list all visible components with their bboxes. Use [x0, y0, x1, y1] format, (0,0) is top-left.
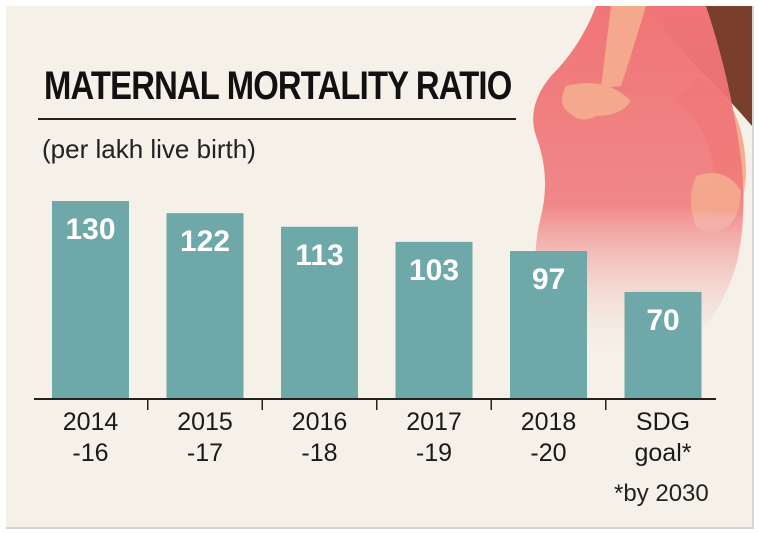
chart-title: MATERNAL MORTALITY RATIO — [44, 64, 512, 108]
x-tick-label: -16 — [72, 439, 108, 467]
x-tick-label: 2015 — [177, 408, 233, 436]
x-tick-label: goal* — [635, 439, 692, 467]
bar-plot-area: 130 2014 -16 122 2015 -17 113 2016 -18 103 2017 -19… — [34, 201, 716, 467]
x-tick-label: -17 — [187, 439, 223, 467]
bar-value-label: 97 — [532, 263, 565, 296]
title-underline — [38, 118, 516, 120]
bar-1 — [166, 213, 244, 398]
chart-panel: MATERNAL MORTALITY RATIO (per lakh live … — [6, 6, 754, 529]
x-tick-label: -18 — [301, 439, 337, 467]
x-tick-label: -20 — [530, 439, 566, 467]
x-tick-label: 2018 — [521, 408, 577, 436]
bar-2 — [281, 226, 358, 398]
chart-footnote: *by 2030 — [614, 480, 709, 507]
x-tick-label: SDG — [636, 408, 690, 436]
bar-value-label: 130 — [65, 213, 115, 246]
bar-0 — [52, 201, 129, 398]
bar-4 — [510, 251, 587, 398]
chart-subtitle: (per lakh live birth) — [42, 134, 256, 164]
bar-5 — [624, 291, 702, 398]
bar-value-label: 113 — [295, 239, 343, 272]
bar-3 — [395, 241, 473, 398]
x-tick-label: 2014 — [63, 408, 119, 436]
x-tick-label: 2017 — [406, 408, 462, 436]
x-tick-label: 2016 — [292, 408, 348, 436]
x-tick-label: -19 — [416, 439, 452, 467]
bar-value-label: 122 — [180, 225, 230, 258]
bar-value-label: 70 — [646, 304, 679, 337]
bar-value-label: 103 — [409, 254, 459, 287]
